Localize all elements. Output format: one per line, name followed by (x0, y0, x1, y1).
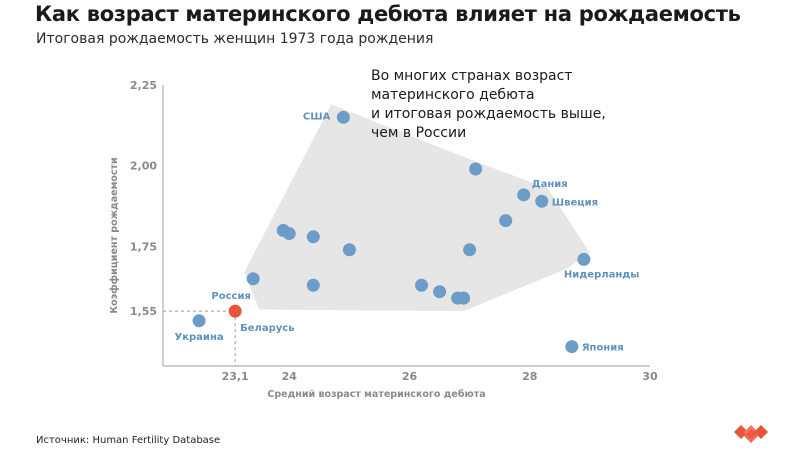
data-point (306, 230, 320, 244)
data-point (415, 278, 429, 292)
point-label: Швеция (552, 197, 598, 208)
data-point (342, 243, 356, 257)
data-point (282, 227, 296, 241)
x-tick-label: 24 (282, 370, 298, 383)
point-label: Россия (211, 291, 250, 302)
data-point (457, 291, 471, 305)
data-point (336, 110, 350, 124)
point-label: Япония (582, 343, 624, 354)
y-tick-label: 2,00 (130, 160, 157, 173)
data-point (535, 194, 549, 208)
x-tick-label: 23,1 (222, 370, 249, 383)
point-label: Украина (175, 332, 224, 343)
point-label: США (303, 111, 331, 122)
data-point-highlight (228, 304, 242, 318)
annotation-line: чем в России (371, 125, 466, 141)
y-tick-label: 1,75 (130, 240, 157, 253)
annotation-line: материнского дебюта (371, 87, 535, 103)
data-point (463, 243, 477, 257)
point-label: Беларусь (240, 323, 294, 334)
data-point (469, 162, 483, 176)
data-point (565, 340, 579, 354)
source-note: Источник: Human Fertility Database (36, 435, 221, 446)
chart-subtitle: Итоговая рождаемость женщин 1973 года ро… (36, 31, 434, 47)
y-tick-label: 2,25 (130, 79, 157, 92)
annotation-line: Во многих странах возраст (371, 68, 572, 84)
hull-area (244, 104, 590, 312)
data-point (499, 214, 513, 228)
point-label: Нидерланды (564, 269, 640, 280)
x-axis-title: Средний возраст материнского дебюта (267, 389, 485, 400)
data-point (577, 252, 591, 266)
point-label: Дания (532, 179, 568, 190)
y-tick-label: 1,55 (130, 305, 157, 318)
x-tick-label: 30 (642, 370, 658, 383)
x-tick-label: 26 (402, 370, 418, 383)
annotation-line: и итоговая рождаемость выше, (371, 106, 606, 122)
brand-logo-icon (734, 425, 768, 443)
y-axis-title: Коэффициент рождаемости (109, 157, 120, 313)
data-point (306, 278, 320, 292)
data-point (192, 314, 206, 328)
data-point (246, 272, 260, 286)
data-point (433, 285, 447, 299)
data-point (517, 188, 531, 202)
x-tick-label: 28 (522, 370, 537, 383)
chart-title: Как возраст материнского дебюта влияет н… (35, 2, 741, 26)
